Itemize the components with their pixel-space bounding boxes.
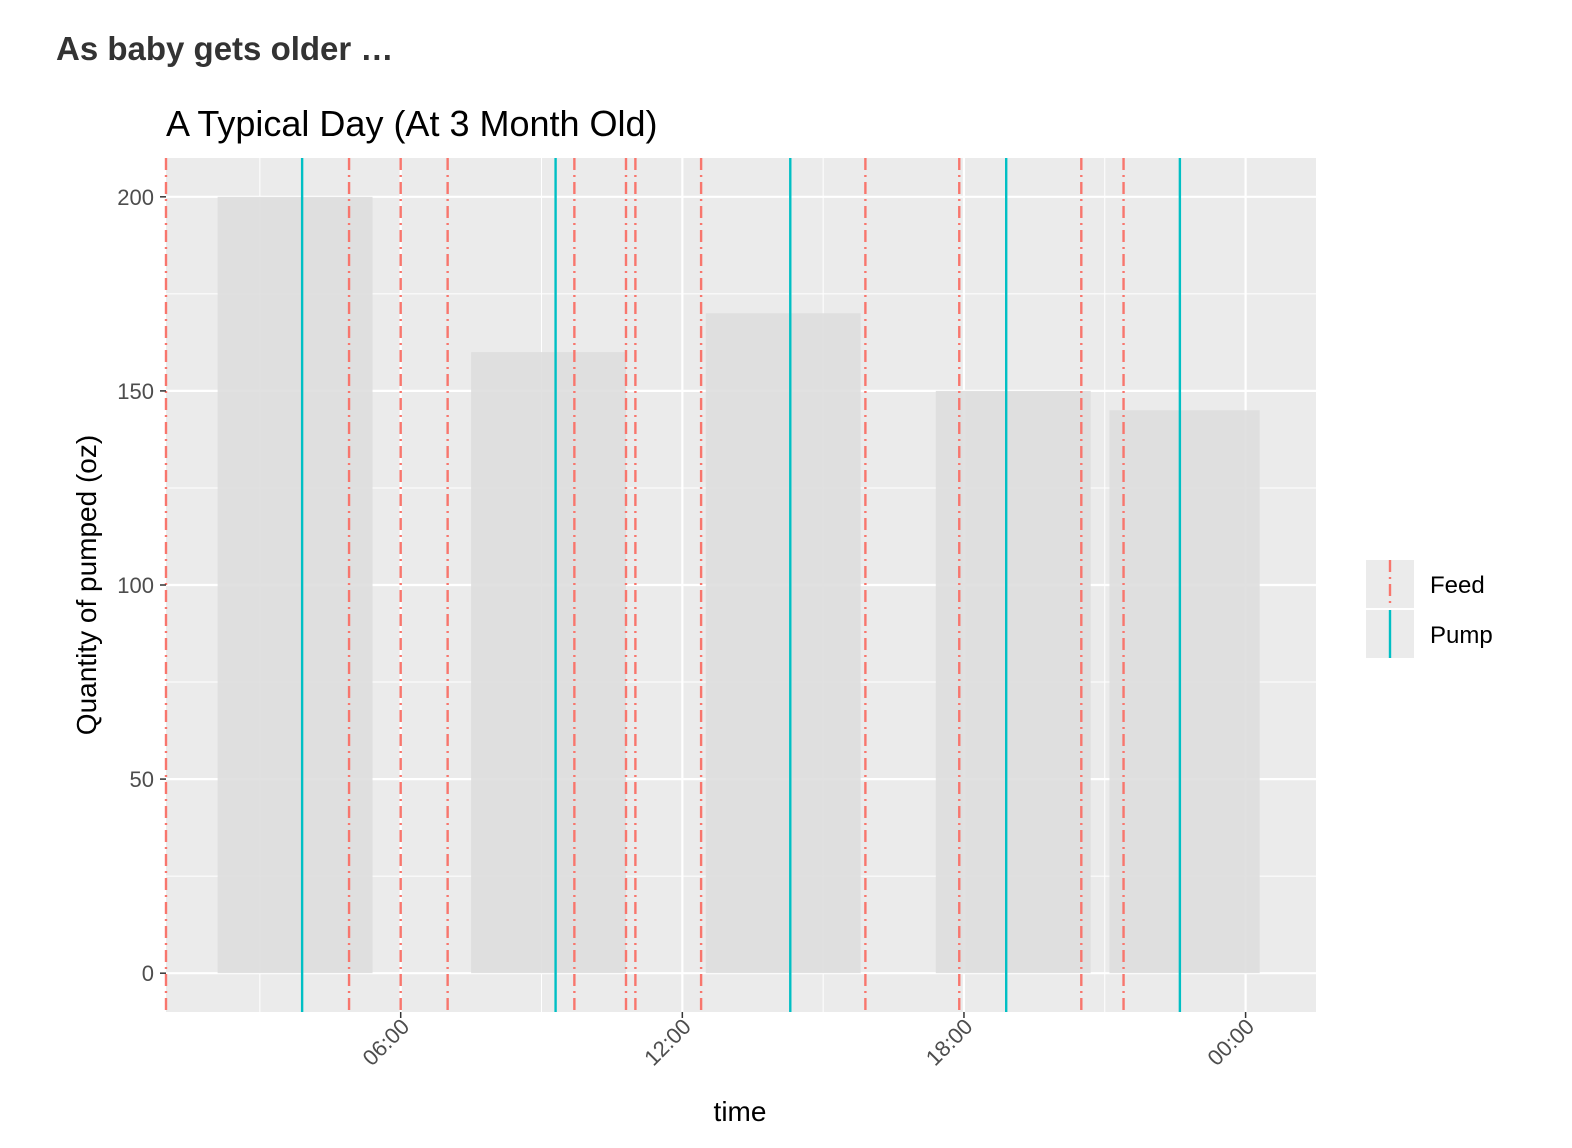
bar-5	[1109, 410, 1260, 974]
x-tick-label: 06:00	[358, 1014, 415, 1071]
y-axis: 0 50 100 150 200	[117, 185, 166, 986]
y-tick-label: 50	[130, 767, 154, 792]
x-tick-label: 12:00	[639, 1014, 696, 1071]
page-heading: As baby gets older …	[56, 30, 394, 67]
x-axis: 06:00 12:00 18:00 00:00	[358, 1012, 1260, 1071]
chart-title: A Typical Day (At 3 Month Old)	[166, 103, 658, 144]
x-axis-title: time	[714, 1096, 767, 1127]
legend: Feed Pump	[1366, 560, 1493, 658]
x-tick-label: 18:00	[921, 1014, 978, 1071]
y-tick-label: 200	[117, 185, 154, 210]
x-tick-label: 00:00	[1203, 1014, 1260, 1071]
y-axis-title: Quantity of pumped (oz)	[71, 435, 102, 735]
bar-3	[705, 313, 861, 974]
bars	[217, 196, 1260, 974]
bar-1	[217, 196, 373, 974]
y-tick-label: 100	[117, 573, 154, 598]
y-tick-label: 150	[117, 379, 154, 404]
legend-label-pump: Pump	[1430, 622, 1493, 649]
y-tick-label: 0	[142, 961, 154, 986]
legend-label-feed: Feed	[1430, 572, 1485, 599]
bar-4	[935, 390, 1091, 974]
bar-2	[471, 352, 626, 974]
event-lines	[164, 158, 1182, 1012]
